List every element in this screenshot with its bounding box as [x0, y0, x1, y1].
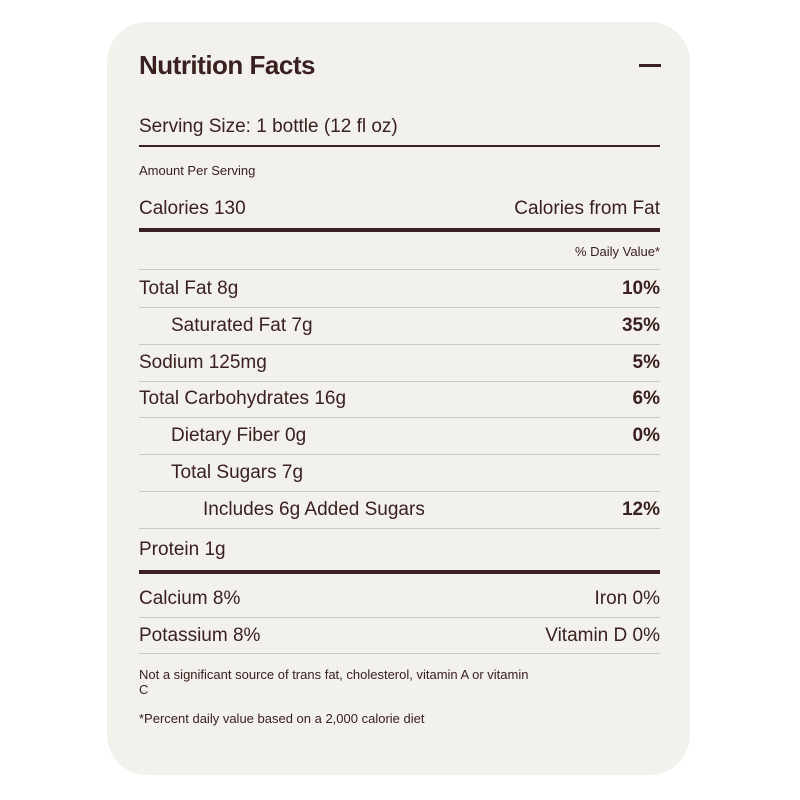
collapse-button[interactable]: [639, 64, 661, 67]
calories-from-fat: Calories from Fat: [514, 197, 660, 219]
daily-value: 0%: [632, 425, 660, 447]
nutrient-row: Total Sugars 7g: [139, 455, 660, 492]
serving-row: Serving Size: 1 bottle (12 fl oz): [139, 108, 660, 147]
vitamin: Iron 0%: [594, 588, 660, 609]
serving-size: Serving Size: 1 bottle (12 fl oz): [139, 115, 398, 137]
nutrient-row: Total Fat 8g 10%: [139, 271, 660, 308]
daily-value: 12%: [621, 498, 660, 520]
nutrient-row: Dietary Fiber 0g 0%: [139, 418, 660, 456]
calories-row: Calories 130 Calories from Fat: [139, 189, 660, 232]
daily-value: 6%: [632, 388, 660, 410]
vitamin-row: Potassium 8% Vitamin D 0%: [139, 618, 660, 654]
nutrient-row: Saturated Fat 7g 35%: [139, 308, 660, 345]
protein-row: Protein 1g: [139, 529, 660, 574]
protein: Protein 1g: [139, 538, 226, 560]
nutrient-label: Includes 6g Added Sugars: [203, 498, 425, 520]
daily-value-header: % Daily Value*: [574, 243, 660, 259]
nutrient-label: Total Carbohydrates 16g: [139, 388, 347, 410]
daily-value: 5%: [632, 351, 660, 373]
nutrition-card: Nutrition Facts Serving Size: 1 bottle (…: [107, 22, 690, 775]
dv-header-row: % Daily Value*: [139, 233, 660, 270]
nutrient-label: Sodium 125mg: [139, 351, 267, 373]
amount-per-serving: Amount Per Serving: [139, 163, 256, 178]
footnote: Not a significant source of trans fat, c…: [139, 667, 529, 697]
title: Nutrition Facts: [139, 50, 315, 80]
vitamin: Calcium 8%: [139, 588, 241, 609]
nutrient-row: Sodium 125mg 5%: [139, 345, 660, 382]
vitamin: Potassium 8%: [139, 624, 261, 646]
nutrient-label: Total Fat 8g: [139, 278, 239, 299]
daily-value: 10%: [621, 278, 660, 299]
vitamin: Vitamin D 0%: [545, 624, 660, 646]
footnote: *Percent daily value based on a 2,000 ca…: [139, 711, 425, 726]
nutrient-label: Saturated Fat 7g: [171, 314, 313, 336]
nutrient-row: Total Carbohydrates 16g 6%: [139, 381, 660, 419]
nutrient-row: Includes 6g Added Sugars 12%: [139, 492, 660, 529]
daily-value: 35%: [621, 314, 660, 336]
nutrient-label: Dietary Fiber 0g: [171, 425, 307, 447]
nutrient-label: Total Sugars 7g: [171, 462, 304, 483]
vitamin-row: Calcium 8% Iron 0%: [139, 581, 660, 618]
calories: Calories 130: [139, 197, 246, 219]
